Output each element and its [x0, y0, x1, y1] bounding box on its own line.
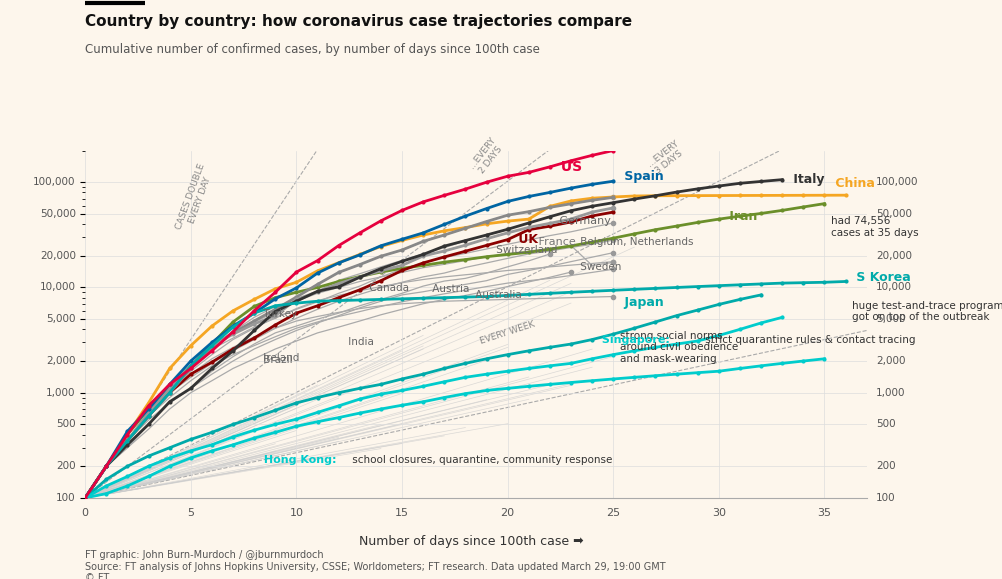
Text: 20,000: 20,000	[876, 251, 912, 261]
Text: 100: 100	[56, 493, 76, 503]
Text: 1,000: 1,000	[46, 388, 76, 398]
Text: Hong Kong:: Hong Kong:	[261, 455, 337, 465]
Text: France: France	[535, 237, 576, 247]
Text: 20,000: 20,000	[40, 251, 76, 261]
Text: S Korea: S Korea	[852, 270, 911, 284]
Text: Iran: Iran	[725, 210, 758, 223]
Text: Canada: Canada	[366, 283, 409, 293]
Text: Austria: Austria	[430, 284, 470, 294]
Text: 50,000: 50,000	[40, 209, 76, 219]
Text: Spain: Spain	[619, 170, 663, 184]
Text: 10,000: 10,000	[876, 283, 912, 292]
Text: 10,000: 10,000	[40, 283, 76, 292]
Text: had 74,556
cases at 35 days: had 74,556 cases at 35 days	[831, 216, 919, 238]
Text: Number of days since 100th case ➡: Number of days since 100th case ➡	[359, 535, 583, 548]
Text: Ireland: Ireland	[261, 353, 300, 363]
Text: © FT: © FT	[85, 573, 109, 579]
Text: 500: 500	[876, 419, 896, 430]
Text: ...EVERY
3 DAYS: ...EVERY 3 DAYS	[645, 139, 686, 177]
Text: 100,000: 100,000	[33, 177, 76, 187]
Text: Australia: Australia	[472, 291, 521, 301]
Text: Turkey: Turkey	[261, 309, 298, 320]
Text: US: US	[556, 160, 582, 174]
Text: India: India	[345, 337, 374, 347]
Text: Sweden: Sweden	[577, 262, 621, 272]
Text: 100,000: 100,000	[876, 177, 919, 187]
Text: 200: 200	[876, 461, 896, 471]
Text: strong social norms
around civil obedience
and mask-wearing: strong social norms around civil obedien…	[619, 331, 737, 364]
Text: ...EVERY
2 DAYS: ...EVERY 2 DAYS	[468, 136, 506, 177]
Text: EVERY WEEK: EVERY WEEK	[479, 320, 536, 346]
Text: 100: 100	[876, 493, 896, 503]
Text: Cumulative number of confirmed cases, by number of days since 100th case: Cumulative number of confirmed cases, by…	[85, 43, 540, 56]
Text: UK: UK	[514, 233, 538, 246]
Text: 50,000: 50,000	[876, 209, 912, 219]
Text: Japan: Japan	[619, 296, 663, 309]
Text: FT graphic: John Burn-Murdoch / @jburnmurdoch: FT graphic: John Burn-Murdoch / @jburnmu…	[85, 550, 324, 560]
Text: school closures, quarantine, community response: school closures, quarantine, community r…	[350, 455, 612, 465]
Text: CASES DOUBLE
EVERY DAY: CASES DOUBLE EVERY DAY	[174, 162, 216, 234]
Text: 5,000: 5,000	[46, 314, 76, 324]
Text: huge test-and-trace programme
got on top of the outbreak: huge test-and-trace programme got on top…	[852, 301, 1002, 322]
Text: Italy: Italy	[789, 173, 824, 186]
Text: Source: FT analysis of Johns Hopkins University, CSSE; Worldometers; FT research: Source: FT analysis of Johns Hopkins Uni…	[85, 562, 665, 571]
Text: China: China	[831, 177, 875, 190]
Text: 2,000: 2,000	[46, 356, 76, 366]
Text: Country by country: how coronavirus case trajectories compare: Country by country: how coronavirus case…	[85, 14, 632, 30]
Text: Singapore:: Singapore:	[598, 335, 670, 345]
Text: 200: 200	[56, 461, 76, 471]
Text: Switzerland: Switzerland	[493, 245, 557, 255]
Text: 5,000: 5,000	[876, 314, 906, 324]
Text: 500: 500	[56, 419, 76, 430]
Text: Germany: Germany	[556, 215, 611, 225]
Text: 1,000: 1,000	[876, 388, 906, 398]
Text: strict quarantine rules & contact tracing: strict quarantine rules & contact tracin…	[702, 335, 916, 345]
Text: 2,000: 2,000	[876, 356, 906, 366]
Text: Brazil: Brazil	[261, 356, 294, 365]
Text: Belgium, Netherlands: Belgium, Netherlands	[577, 237, 693, 247]
